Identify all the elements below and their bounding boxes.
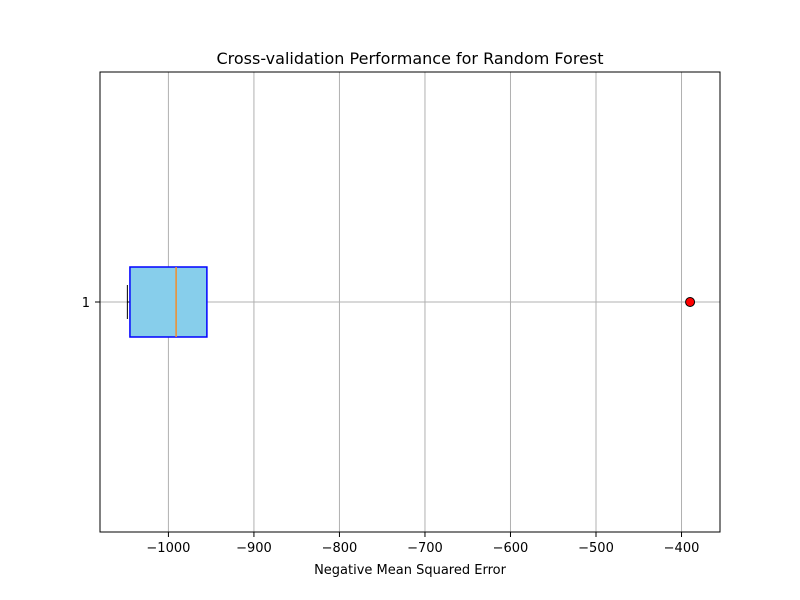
outlier-point (685, 297, 696, 307)
iqr-box (129, 266, 208, 338)
x-tick-label: −800 (322, 541, 358, 556)
x-tick-label: −600 (493, 541, 529, 556)
x-tick-label: −900 (236, 541, 272, 556)
chart-title: Cross-validation Performance for Random … (216, 49, 603, 68)
x-tick-label: −700 (407, 541, 443, 556)
axis-ticks: −1000 −900 −800 −700 −600 −500 −400 1 (82, 296, 700, 556)
y-tick-label: 1 (82, 296, 90, 311)
box-plot (126, 266, 696, 338)
x-tick-label: −400 (664, 541, 700, 556)
x-tick-label: −1000 (146, 541, 190, 556)
x-tick-label: −500 (578, 541, 614, 556)
x-axis-label: Negative Mean Squared Error (314, 563, 507, 578)
grid-lines (100, 72, 720, 532)
